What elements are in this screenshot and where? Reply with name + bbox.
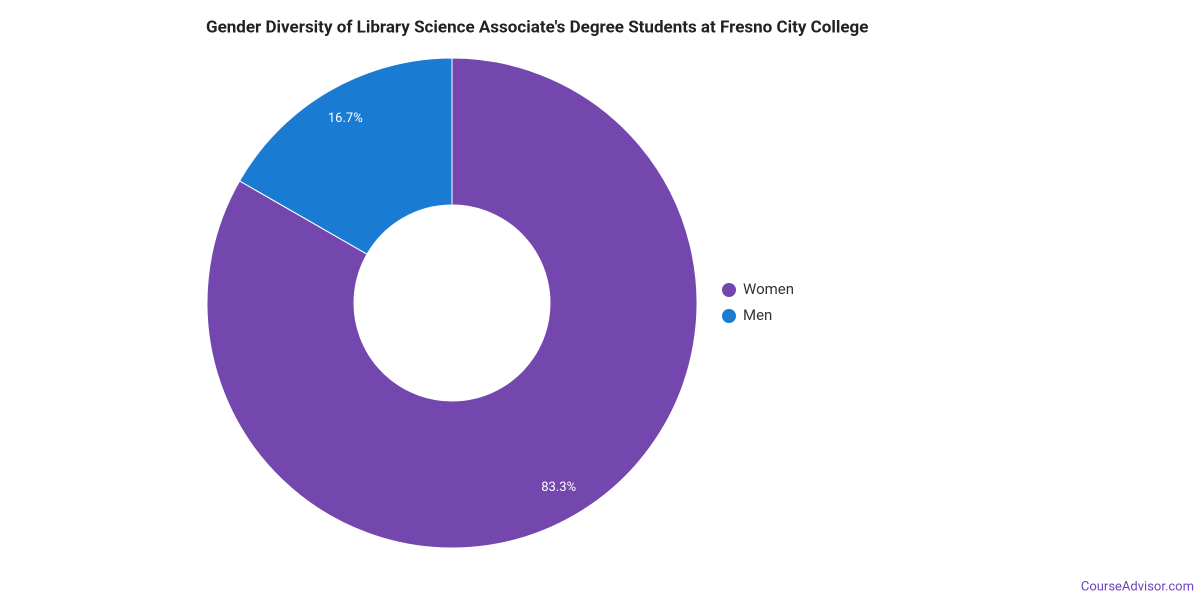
footer-text: CourseAdvisor.com bbox=[1081, 579, 1194, 594]
legend-swatch bbox=[722, 283, 736, 297]
chart-title: Gender Diversity of Library Science Asso… bbox=[206, 17, 868, 37]
legend-label: Men bbox=[743, 306, 772, 324]
legend-swatch bbox=[722, 309, 736, 323]
legend-label: Women bbox=[743, 280, 794, 298]
donut-slice bbox=[238, 57, 453, 255]
donut-slice bbox=[206, 57, 698, 549]
value-label: 16.7% bbox=[328, 111, 363, 126]
value-label: 83.3% bbox=[541, 480, 576, 495]
